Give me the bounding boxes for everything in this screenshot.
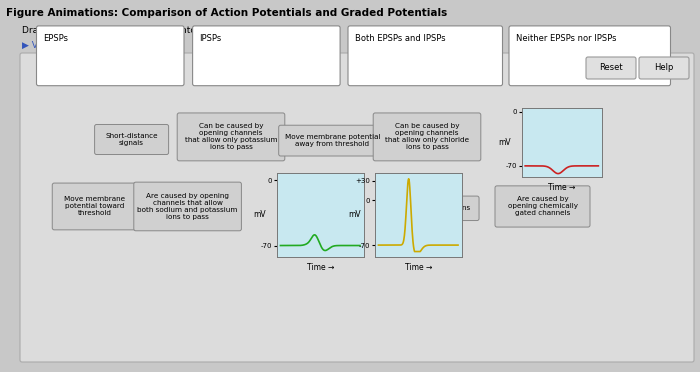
- FancyBboxPatch shape: [495, 186, 590, 227]
- FancyBboxPatch shape: [20, 53, 694, 362]
- Text: Reset: Reset: [599, 64, 623, 73]
- Text: ▶ View Available Hint(s): ▶ View Available Hint(s): [22, 41, 131, 50]
- FancyBboxPatch shape: [409, 196, 479, 221]
- Y-axis label: mV: mV: [253, 210, 266, 219]
- FancyBboxPatch shape: [639, 57, 689, 79]
- FancyBboxPatch shape: [134, 182, 241, 231]
- FancyBboxPatch shape: [52, 183, 136, 230]
- FancyBboxPatch shape: [279, 125, 386, 156]
- Text: Time →: Time →: [405, 263, 432, 272]
- Text: Are caused by opening
channels that allow
both sodium and potassium
ions to pass: Are caused by opening channels that allo…: [137, 193, 238, 220]
- FancyBboxPatch shape: [586, 57, 636, 79]
- Text: Are caused by
opening chemically
gated channels: Are caused by opening chemically gated c…: [508, 196, 578, 217]
- Text: Move membrane
potential toward
threshold: Move membrane potential toward threshold: [64, 196, 125, 217]
- Text: EPSPs: EPSPs: [43, 34, 69, 43]
- FancyBboxPatch shape: [177, 113, 285, 161]
- Text: Time →: Time →: [548, 183, 575, 192]
- Text: Can be caused by
opening channels
that allow only chloride
ions to pass: Can be caused by opening channels that a…: [385, 124, 469, 150]
- Text: Move membrane potential
away from threshold: Move membrane potential away from thresh…: [285, 134, 380, 147]
- FancyBboxPatch shape: [509, 26, 671, 86]
- Text: Occur in axons: Occur in axons: [417, 205, 470, 211]
- Text: Figure Animations: Comparison of Action Potentials and Graded Potentials: Figure Animations: Comparison of Action …: [6, 8, 447, 18]
- Text: Short-distance
signals: Short-distance signals: [105, 133, 158, 146]
- Text: IPSPs: IPSPs: [199, 34, 222, 43]
- Text: Can be caused by
opening channels
that allow only potassium
ions to pass: Can be caused by opening channels that a…: [185, 124, 277, 150]
- Text: Help: Help: [654, 64, 673, 73]
- Text: Both EPSPs and IPSPs: Both EPSPs and IPSPs: [355, 34, 446, 43]
- Text: Neither EPSPs nor IPSPs: Neither EPSPs nor IPSPs: [516, 34, 617, 43]
- FancyBboxPatch shape: [193, 26, 340, 86]
- Text: Drag and drop each phrase below into the correct category.: Drag and drop each phrase below into the…: [22, 26, 293, 35]
- Text: Time →: Time →: [307, 263, 334, 272]
- FancyBboxPatch shape: [36, 26, 184, 86]
- Y-axis label: mV: mV: [498, 138, 511, 147]
- FancyBboxPatch shape: [373, 113, 481, 161]
- Y-axis label: mV: mV: [348, 210, 360, 219]
- FancyBboxPatch shape: [94, 125, 169, 154]
- FancyBboxPatch shape: [348, 26, 503, 86]
